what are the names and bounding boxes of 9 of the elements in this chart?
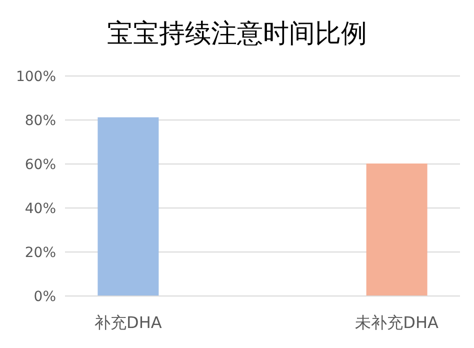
- y-tick-label: 80%: [24, 113, 56, 129]
- y-tick-label: 0%: [34, 289, 56, 305]
- x-tick-label: 未补充DHA: [355, 313, 439, 332]
- y-tick-label: 40%: [24, 201, 56, 217]
- chart-title: 宝宝持续注意时间比例: [107, 19, 367, 49]
- x-tick-label: 补充DHA: [94, 313, 162, 332]
- y-tick-label: 100%: [16, 69, 56, 85]
- y-tick-label: 60%: [24, 157, 56, 173]
- y-tick-label: 20%: [24, 245, 56, 261]
